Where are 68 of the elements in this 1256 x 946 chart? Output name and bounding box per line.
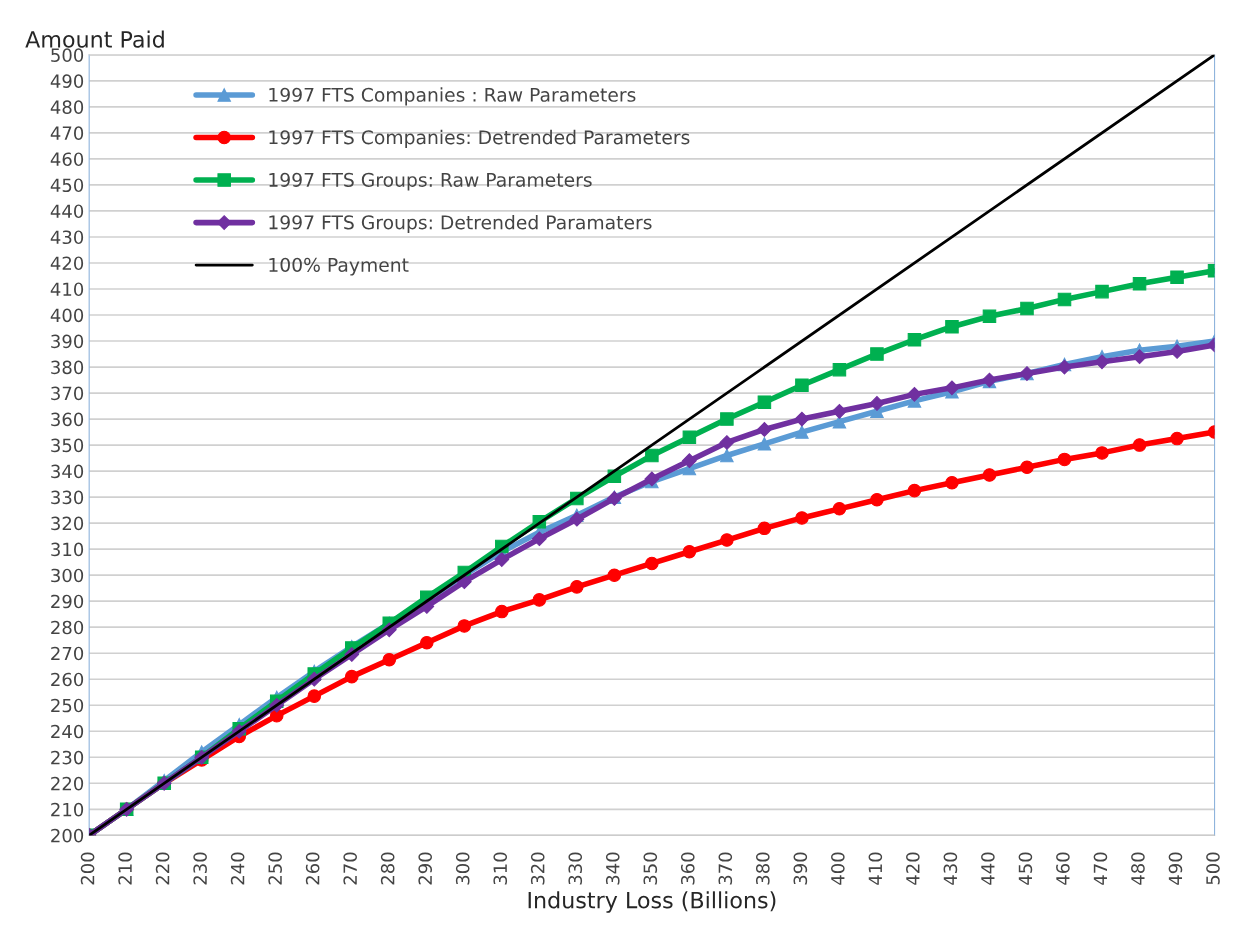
x-tick-label: 390 <box>793 852 808 885</box>
y-tick-label: 480 <box>50 100 84 115</box>
y-tick-label: 270 <box>51 646 84 661</box>
y-tick-label: 490 <box>50 74 84 88</box>
x-tick-label: 320 <box>530 852 545 885</box>
x-tick-label: 240 <box>230 852 245 885</box>
x-tick-label: 450 <box>1018 852 1033 885</box>
x-tick-label: 290 <box>418 852 433 885</box>
x-tick-label: 430 <box>943 852 958 885</box>
y-tick-label: 320 <box>51 516 84 531</box>
x-tick-label: 470 <box>1093 852 1108 885</box>
y-tick-label: 240 <box>51 724 84 739</box>
y-tick-label: 300 <box>51 568 84 583</box>
y-tick-label: 290 <box>51 594 84 609</box>
y-tick-label: 280 <box>51 620 84 635</box>
x-tick-label: 370 <box>718 852 733 885</box>
y-tick-label: 470 <box>50 126 84 141</box>
x-tick-label: 300 <box>455 852 470 885</box>
x-tick-label: 210 <box>118 852 132 885</box>
legend-label: 1997 FTS Companies: Detrended Parameters <box>269 129 690 149</box>
x-tick-label: 270 <box>343 852 357 885</box>
x-tick-label: 400 <box>831 852 845 885</box>
y-tick-label: 450 <box>50 178 84 193</box>
x-tick-label: 310 <box>493 852 508 885</box>
y-tick-label: 310 <box>51 542 84 557</box>
x-tick-label: 260 <box>305 852 320 885</box>
x-tick-label: 440 <box>981 852 995 885</box>
y-tick-label: 420 <box>50 256 84 271</box>
y-tick-label: 350 <box>51 438 84 453</box>
x-tick-label: 250 <box>268 852 282 885</box>
x-tick-label: 230 <box>193 852 207 885</box>
legend-label: 1997 FTS Companies : Raw Parameters <box>269 87 636 106</box>
legend-label: 100% Payment <box>269 257 409 276</box>
y-tick-label: 400 <box>50 308 84 323</box>
y-tick-label: 390 <box>51 334 84 349</box>
y-tick-label: 220 <box>51 776 84 791</box>
x-tick-label: 350 <box>643 852 658 885</box>
y-axis-title: Amount Paid <box>25 30 164 48</box>
y-tick-label: 460 <box>50 152 84 167</box>
x-tick-label: 420 <box>906 852 920 885</box>
y-tick-label: 330 <box>51 490 84 505</box>
x-tick-label: 480 <box>1131 852 1145 885</box>
y-tick-label: 340 <box>51 464 84 479</box>
y-tick-label: 410 <box>50 282 84 297</box>
y-tick-label: 380 <box>51 360 84 375</box>
y-tick-label: 200 <box>51 828 84 843</box>
legend-label: 1997 FTS Groups: Detrended Paramaters <box>269 214 652 234</box>
x-axis-title: Industry Loss (Billions) <box>528 891 776 913</box>
y-tick-label: 210 <box>51 802 84 817</box>
x-tick-label: 360 <box>680 852 695 885</box>
y-tick-label: 250 <box>51 698 84 713</box>
x-tick-label: 460 <box>1056 852 1070 885</box>
x-tick-label: 380 <box>755 852 770 885</box>
y-tick-label: 230 <box>51 750 84 765</box>
y-tick-label: 500 <box>51 48 84 62</box>
y-tick-label: 440 <box>50 204 84 219</box>
y-tick-label: 370 <box>51 386 84 401</box>
x-tick-label: 490 <box>1168 852 1183 885</box>
x-tick-label: 500 <box>1206 852 1220 885</box>
x-tick-label: 330 <box>568 852 583 885</box>
y-tick-label: 260 <box>51 672 84 687</box>
x-tick-label: 280 <box>380 852 395 885</box>
y-tick-label: 360 <box>51 412 84 427</box>
x-tick-label: 410 <box>868 852 883 885</box>
x-tick-label: 340 <box>605 852 620 885</box>
legend-label: 1997 FTS Groups: Raw Parameters <box>269 172 592 191</box>
x-tick-label: 220 <box>155 852 170 885</box>
y-tick-label: 430 <box>50 230 84 245</box>
